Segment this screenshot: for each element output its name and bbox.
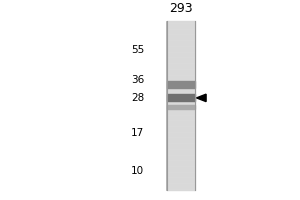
Bar [167,94,195,101]
Text: 55: 55 [131,45,144,55]
Text: 293: 293 [169,2,193,15]
Text: 17: 17 [131,128,144,138]
Bar [167,21,195,190]
Bar [167,105,195,109]
Bar [167,81,195,88]
Polygon shape [196,94,206,102]
Text: 36: 36 [131,75,144,85]
Text: 10: 10 [131,166,144,176]
Text: 28: 28 [131,93,144,103]
